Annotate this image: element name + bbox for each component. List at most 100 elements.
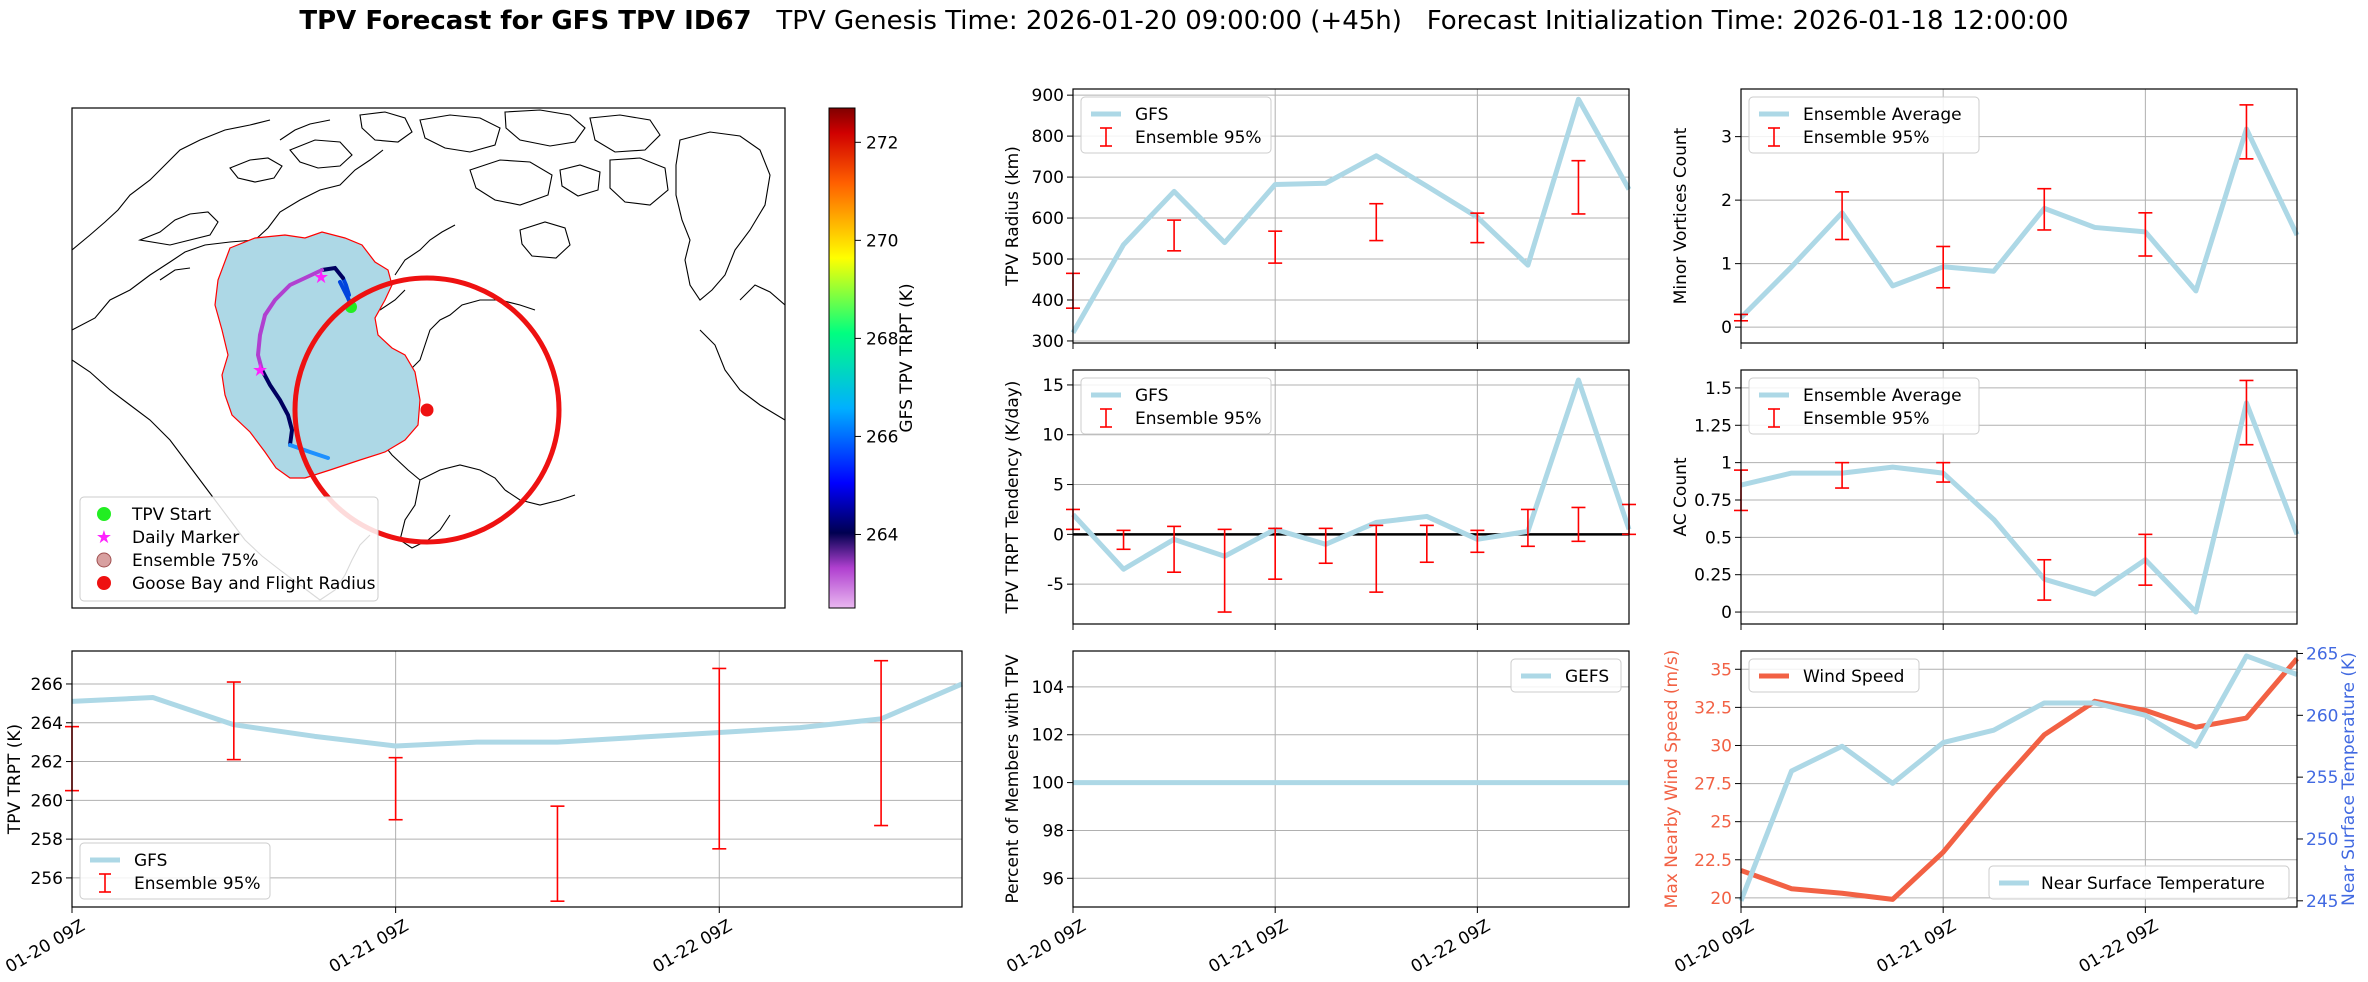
y-tick-label: 500 <box>1032 250 1064 270</box>
y-tick-label: 10 <box>1042 426 1064 446</box>
colorbar-tick-label: 272 <box>866 133 898 153</box>
series-line <box>1740 656 2299 902</box>
y-tick-label: 25 <box>1710 813 1732 833</box>
y-tick-label: 1.5 <box>1705 379 1732 399</box>
x-tick-label: 01-22 09Z <box>2076 916 2162 977</box>
legend-goose-icon <box>97 576 111 590</box>
colorbar-ticks: 264 266 268 270 272 <box>855 133 898 545</box>
y-tick-label: 100 <box>1032 774 1064 794</box>
legend-label: GFS <box>1135 386 1168 406</box>
plot-frame <box>71 650 963 908</box>
y-tick-label: 600 <box>1032 209 1064 229</box>
legend-label: GFS <box>134 851 167 871</box>
y-tick-label: 700 <box>1032 168 1064 188</box>
plot-frame <box>1072 650 1630 908</box>
y-tick-label: 1 <box>1721 454 1732 474</box>
figure-title: TPV Forecast for GFS TPV ID67 TPV Genesi… <box>0 6 2368 36</box>
map-content: ★ ★ ★ TPV Start Daily Marker Ensemble 75… <box>72 109 785 602</box>
legend-label: Ensemble 95% <box>1135 128 1262 148</box>
y-tick-label: 96 <box>1042 869 1064 889</box>
y-tick-label: 0 <box>1721 318 1732 338</box>
x-tick-label: 01-20 09Z <box>2 916 88 977</box>
legend-label: Near Surface Temperature <box>2041 874 2265 894</box>
y-tick-label: 1.25 <box>1694 416 1732 436</box>
y-axis-label: Minor Vortices Count <box>1671 127 1691 304</box>
map-panel: ★ ★ ★ TPV Start Daily Marker Ensemble 75… <box>71 107 917 609</box>
y-tick-label: 102 <box>1032 726 1064 746</box>
plot-area <box>1741 651 2297 907</box>
plot-frame <box>1072 88 1630 344</box>
chart-trpt: 256 258 260 262 264 266 TPV TRPT (K) 01-20 09Z 0… <box>2 650 963 977</box>
y-tick-label: 2 <box>1721 191 1732 211</box>
y-tick-label: 0.75 <box>1694 491 1732 511</box>
y2-tick-label: 250 <box>2306 830 2338 850</box>
y-tick-label: 0.5 <box>1705 528 1732 548</box>
legend-label: Ensemble 95% <box>1803 409 1930 429</box>
y-tick-label: 15 <box>1042 376 1064 396</box>
legend-box <box>1748 658 1920 693</box>
legend-label-start: TPV Start <box>131 505 212 525</box>
chart-percent: 96 98 100 102 104 Percent of Members with TPV… <box>1003 650 1630 977</box>
y-tick-label: 0 <box>1721 603 1732 623</box>
y-tick-label: 400 <box>1032 291 1064 311</box>
daily-marker-1: ★ <box>313 267 329 288</box>
y-tick-label: 98 <box>1042 821 1064 841</box>
legend-box <box>1510 658 1622 693</box>
legend-label: GFS <box>1135 105 1168 125</box>
y-tick-label: 266 <box>31 675 63 695</box>
y2-tick-label: 245 <box>2306 892 2338 912</box>
chart-minor: 0 1 2 3 Minor Vortices Count Ensemble Average… <box>1671 88 2300 349</box>
legend-ensemble-icon <box>96 552 112 568</box>
colorbar-tick-label: 268 <box>866 329 898 349</box>
colorbar-label: GFS TPV TRPT (K) <box>897 283 917 432</box>
y2-axis-label: Near Surface Temperature (K) <box>2339 652 2359 906</box>
legend-star-icon: ★ <box>96 527 112 548</box>
chart-ac: 0 0.25 0.5 0.75 1 1.25 1.5 AC Count Ensemble Ave… <box>1671 369 2300 630</box>
legend-label: Ensemble Average <box>1803 386 1962 406</box>
legend-label: GEFS <box>1565 667 1609 687</box>
goose-bay-marker <box>420 403 434 417</box>
legend-label-daily: Daily Marker <box>132 528 239 548</box>
plot-frame <box>1740 650 2298 908</box>
legend-box <box>1080 377 1272 435</box>
legend-label: Ensemble 95% <box>134 874 261 894</box>
legend-label: Ensemble 95% <box>1803 128 1930 148</box>
colorbar-tick-label: 270 <box>866 231 898 251</box>
y-axis-label: TPV TRPT Tendency (K/day) <box>1003 381 1023 615</box>
y-tick-label: 800 <box>1032 127 1064 147</box>
y-axis-label: AC Count <box>1671 457 1691 536</box>
y-axis-label: Percent of Members with TPV <box>1003 654 1023 903</box>
x-tick-label: 01-20 09Z <box>1003 916 1089 977</box>
map-legend-box <box>79 496 379 602</box>
chart-radius: 300 400 500 600 700 800 900 TPV Radius (km) GFS E… <box>1003 86 1632 352</box>
y-tick-label: 262 <box>31 753 63 773</box>
y-tick-label: 3 <box>1721 128 1732 148</box>
y-tick-label: 0 <box>1053 525 1064 545</box>
y-tick-label: 5 <box>1053 476 1064 496</box>
y-tick-label: 20 <box>1710 889 1732 909</box>
colorbar <box>828 107 856 609</box>
y-tick-label: 260 <box>31 791 63 811</box>
x-tick-label: 01-22 09Z <box>649 916 735 977</box>
y-tick-label: 104 <box>1032 678 1064 698</box>
y-axis-label: TPV TRPT (K) <box>5 724 25 835</box>
y-tick-label: 256 <box>31 869 63 889</box>
legend-label-ensemble: Ensemble 75% <box>132 551 259 571</box>
y-tick-label: 35 <box>1710 660 1732 680</box>
legend-box <box>1080 96 1272 154</box>
y-tick-label: 0.25 <box>1694 566 1732 586</box>
figure-title-bold: TPV Forecast for GFS TPV ID67 <box>299 6 752 36</box>
plot-frame <box>1072 369 1630 625</box>
flight-radius-circle <box>292 275 562 545</box>
y-tick-label: 22.5 <box>1694 851 1732 871</box>
legend-label: Ensemble 95% <box>1135 409 1262 429</box>
y-axis-label: Max Nearby Wind Speed (m/s) <box>1662 650 1682 909</box>
plot-area <box>1073 651 1629 907</box>
series-line <box>1740 400 2300 615</box>
y-tick-label: 300 <box>1032 332 1064 352</box>
y-tick-label: 27.5 <box>1694 775 1732 795</box>
daily-marker-2: ★ <box>252 360 268 381</box>
x-tick-label: 01-21 09Z <box>1873 916 1959 977</box>
